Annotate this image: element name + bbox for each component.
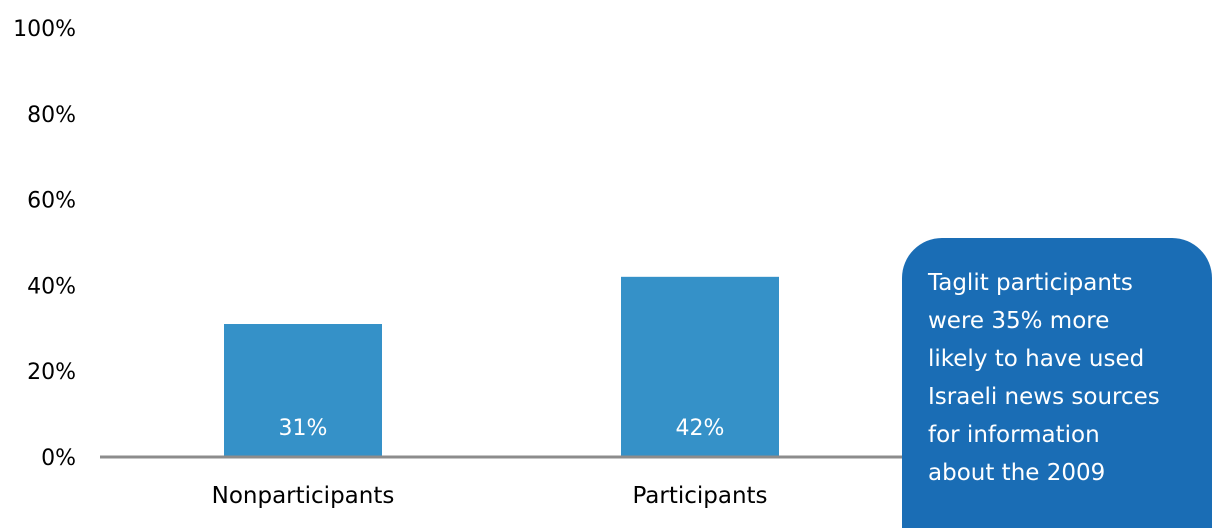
callout-line: Israeli news sources [928, 384, 1160, 410]
x-tick-label: Nonparticipants [212, 483, 395, 509]
callout-line: likely to have used [928, 346, 1145, 372]
callout-line: about the 2009 [928, 460, 1106, 486]
bars [224, 276, 779, 457]
callout-line: Taglit participants [928, 270, 1133, 296]
x-axis-labels: Nonparticipants Participants [212, 483, 768, 509]
y-tick-label: 20% [27, 360, 76, 385]
bar [224, 324, 382, 457]
y-tick-label: 60% [27, 189, 76, 214]
x-tick-label: Participants [632, 483, 767, 509]
data-label: 42% [676, 416, 725, 441]
callout-line: were 35% more [928, 308, 1110, 334]
callout-line: for information [928, 422, 1100, 448]
y-tick-label: 0% [41, 446, 76, 471]
y-tick-label: 80% [27, 103, 76, 128]
data-labels: 31% 42% [279, 416, 725, 441]
y-tick-label: 40% [27, 274, 76, 299]
bar [621, 276, 779, 457]
data-label: 31% [279, 416, 328, 441]
y-tick-label: 100% [13, 17, 76, 42]
callout-box: Taglit participants were 35% more likely… [902, 238, 1212, 528]
y-axis-ticks: 0% 20% 40% 60% 80% 100% [13, 17, 76, 471]
